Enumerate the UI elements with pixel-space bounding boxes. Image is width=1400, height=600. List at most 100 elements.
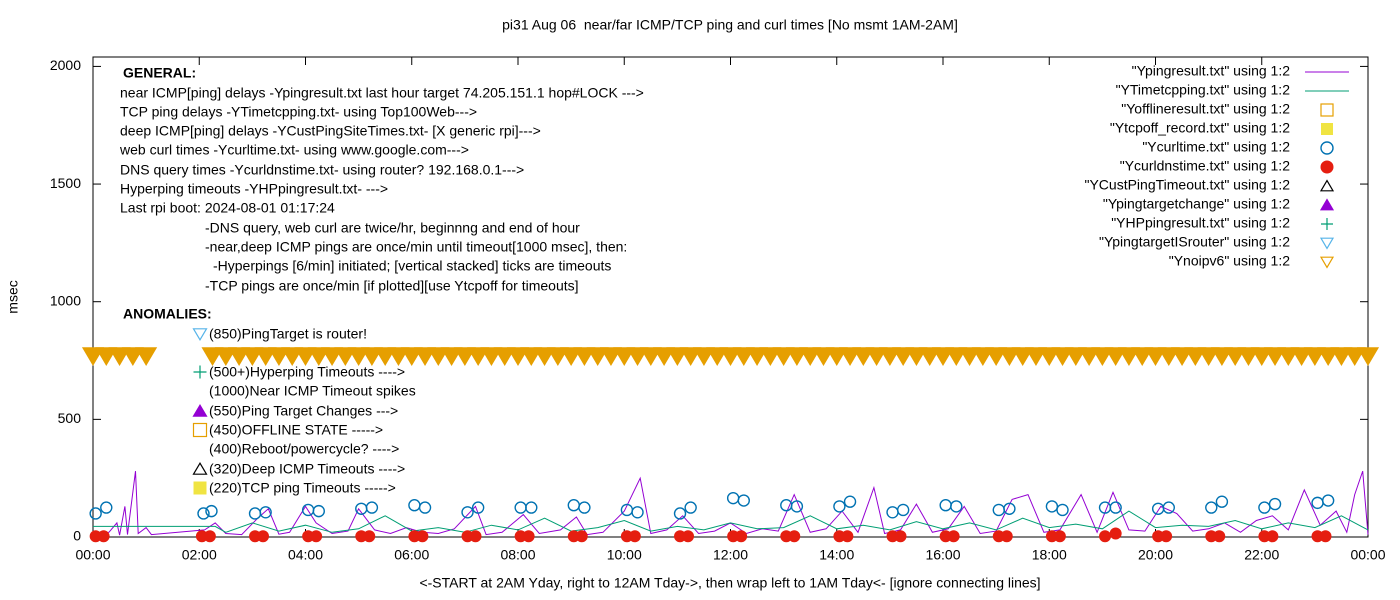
data-point [1330, 347, 1353, 367]
data-point [418, 501, 432, 514]
data-point [626, 347, 649, 367]
data-point [1184, 347, 1207, 367]
data-point [1024, 347, 1048, 367]
data-point [639, 347, 662, 367]
data-point [1215, 495, 1229, 508]
data-point [843, 495, 857, 508]
legend-label: "Ytcpoff_record.txt" using 1:2 [1110, 120, 1290, 136]
data-point [334, 347, 357, 367]
data-point [1317, 347, 1340, 367]
x-tick-label: 06:00 [394, 547, 429, 563]
data-point [228, 347, 251, 367]
data-point [1131, 347, 1154, 367]
data-point [666, 347, 689, 367]
data-point [95, 347, 118, 367]
anomaly-icon [192, 422, 208, 438]
data-point [1224, 347, 1247, 367]
anomaly-note: (320)Deep ICMP Timeouts ----> [209, 461, 405, 477]
anomaly-icon [193, 481, 207, 495]
data-point [719, 347, 742, 367]
legend-label: "Ycurldnstime.txt" using 1:2 [1120, 158, 1290, 174]
x-tick-label: 00:00 [75, 547, 110, 563]
anomaly-icon [192, 328, 208, 342]
series-line [93, 510, 1369, 533]
data-point [852, 347, 875, 367]
data-point [363, 530, 376, 543]
data-point [1210, 347, 1233, 367]
legend-symbol [1320, 141, 1334, 155]
general-note: near ICMP[ping] delays -Ypingresult.txt … [120, 85, 644, 101]
data-point [878, 347, 901, 367]
data-point [896, 503, 910, 517]
data-point [520, 347, 543, 367]
data-point [360, 347, 383, 367]
x-tick-label: 20:00 [1138, 547, 1173, 563]
y-tick-label: 500 [58, 410, 82, 426]
legend-symbol [1319, 198, 1335, 211]
data-point [1162, 501, 1175, 514]
data-point [416, 530, 429, 543]
data-point [121, 347, 144, 367]
legend-label: "Ynoipv6" using 1:2 [1169, 253, 1290, 269]
anomaly-icon [192, 403, 208, 417]
data-point [1356, 347, 1380, 367]
data-point [1268, 497, 1282, 511]
x-tick-label: 02:00 [182, 547, 217, 563]
legend-label: "YpingtargetISrouter" using 1:2 [1099, 234, 1290, 250]
general-note: -Hyperpings [6/min] initiated; [vertical… [213, 258, 611, 274]
x-tick-label: 08:00 [500, 547, 535, 563]
data-point [1117, 347, 1140, 367]
data-point [825, 347, 848, 367]
x-tick-label: 18:00 [1032, 547, 1067, 563]
legend-label: "Ypingresult.txt" using 1:2 [1132, 63, 1291, 79]
data-point [257, 530, 269, 543]
data-point [971, 347, 994, 367]
x-tick-label: 04:00 [288, 547, 323, 563]
data-point [453, 347, 476, 367]
data-point [493, 347, 516, 367]
data-point [673, 507, 687, 520]
data-point [841, 530, 854, 543]
anomaly-note: (400)Reboot/powercycle? ----> [209, 441, 399, 457]
data-point [1263, 347, 1287, 367]
data-point [205, 504, 218, 518]
y-tick-label: 1000 [50, 292, 81, 308]
data-point [692, 347, 715, 367]
data-point [440, 347, 463, 367]
data-point [1045, 500, 1059, 513]
data-point [945, 347, 968, 367]
anomalies-title: ANOMALIES: [123, 306, 212, 322]
legend-label: "Yofflineresult.txt" using 1:2 [1121, 101, 1290, 117]
data-point [1343, 347, 1366, 367]
anomaly-icon [192, 461, 208, 475]
data-point [812, 347, 835, 367]
data-point [281, 347, 304, 367]
data-point [746, 347, 769, 367]
data-point [1171, 347, 1194, 367]
legend-symbol [1321, 218, 1333, 230]
x-tick-label: 10:00 [607, 547, 642, 563]
data-point [1091, 347, 1114, 367]
chart-title: pi31 Aug 06 near/far ICMP/TCP ping and c… [502, 17, 958, 33]
data-point [1003, 502, 1016, 515]
data-point [321, 347, 344, 367]
data-point [985, 347, 1008, 367]
data-point [1038, 347, 1061, 367]
data-point [1109, 527, 1122, 540]
data-point [97, 530, 110, 543]
data-point [1099, 530, 1112, 543]
general-title: GENERAL: [123, 65, 196, 81]
data-point [905, 347, 928, 367]
data-point [89, 507, 102, 520]
y-tick-label: 1500 [50, 175, 81, 191]
data-point [100, 501, 113, 514]
data-point [214, 347, 237, 367]
data-point [1303, 347, 1326, 367]
data-point [790, 500, 804, 513]
data-point [573, 347, 596, 367]
general-note: deep ICMP[ping] delays -YCustPingSiteTim… [120, 123, 541, 139]
data-point [599, 347, 623, 367]
data-point [894, 530, 907, 543]
anomaly-note: (1000)Near ICMP Timeout spikes [209, 383, 416, 399]
